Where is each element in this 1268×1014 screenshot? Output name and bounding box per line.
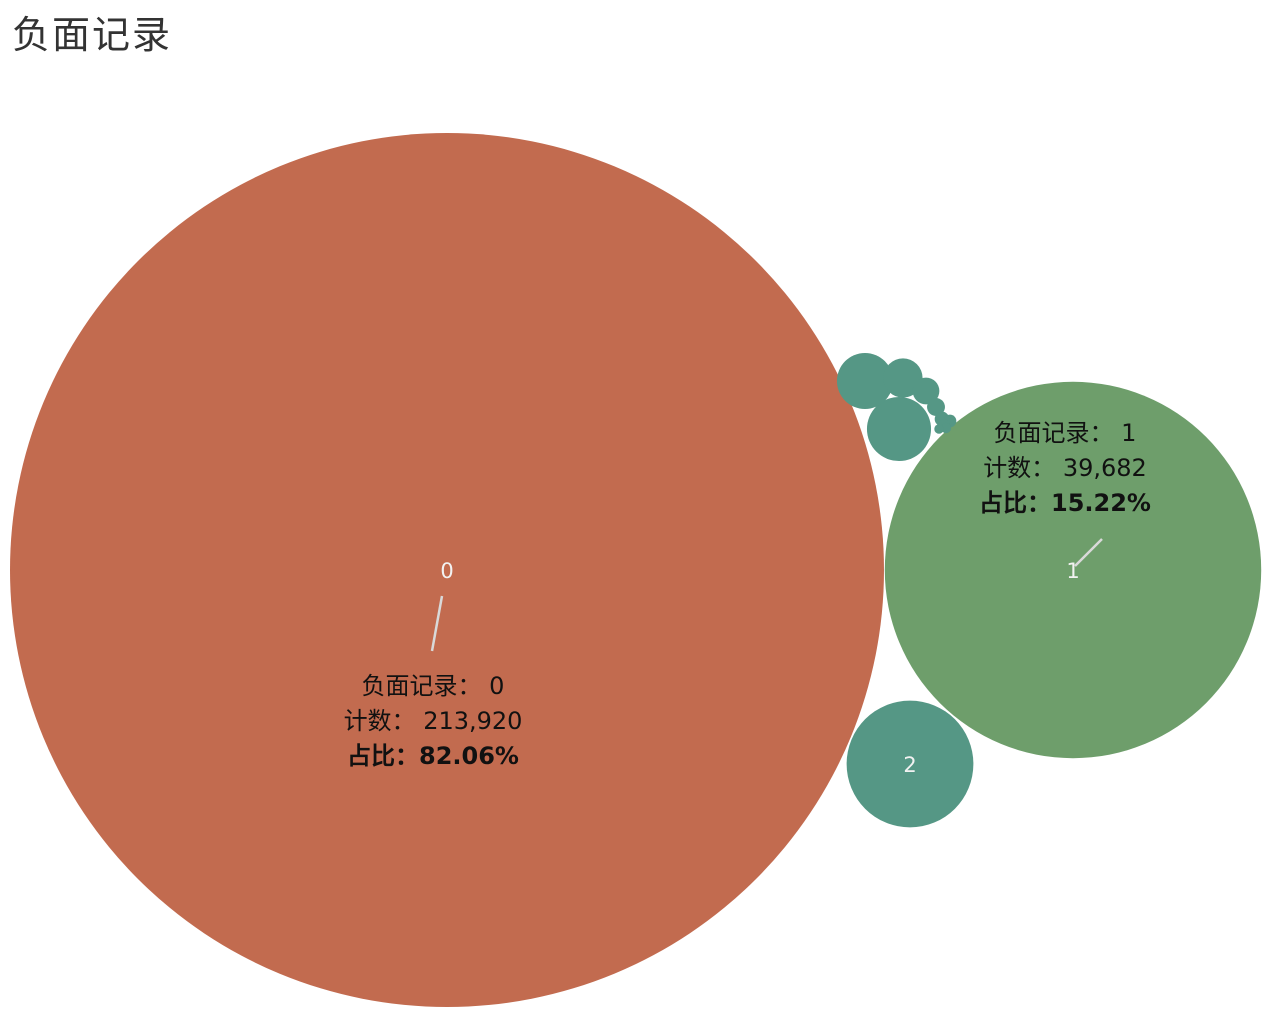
bubble-label-0: 0: [440, 559, 453, 583]
page-title: 负面记录: [12, 13, 173, 57]
bubble-minor-3[interactable]: [866, 396, 932, 462]
annotation-count-1: 计数： 39,682: [983, 454, 1147, 482]
annotation-group: 负面记录： 0 计数： 213,920 占比：82.06% 负面记录： 1 计数： 39…: [344, 419, 1151, 770]
bubble-minor-4[interactable]: [836, 352, 894, 410]
annotation-key-0: 负面记录： 0: [362, 672, 505, 700]
bubble-minor-6[interactable]: [912, 377, 940, 405]
leader-line-1: [1074, 538, 1103, 567]
bubble-minor-7[interactable]: [927, 398, 945, 416]
annotation-key-1: 负面记录： 1: [994, 419, 1137, 447]
leader-line-0: [430, 595, 444, 652]
bubble-2[interactable]: [846, 700, 974, 828]
bubble-0[interactable]: [10, 133, 884, 1007]
bubble-minor-12[interactable]: [934, 424, 944, 434]
annotation-count-0: 计数： 213,920: [344, 707, 523, 735]
annotation-share-0: 占比：82.06%: [347, 741, 519, 770]
annotation-share-1: 占比：15.22%: [979, 488, 1151, 517]
bubble-group: [10, 133, 1262, 1007]
bubble-1[interactable]: [884, 381, 1262, 759]
bubble-label-2: 2: [903, 753, 916, 777]
bubble-minor-5[interactable]: [883, 358, 923, 398]
